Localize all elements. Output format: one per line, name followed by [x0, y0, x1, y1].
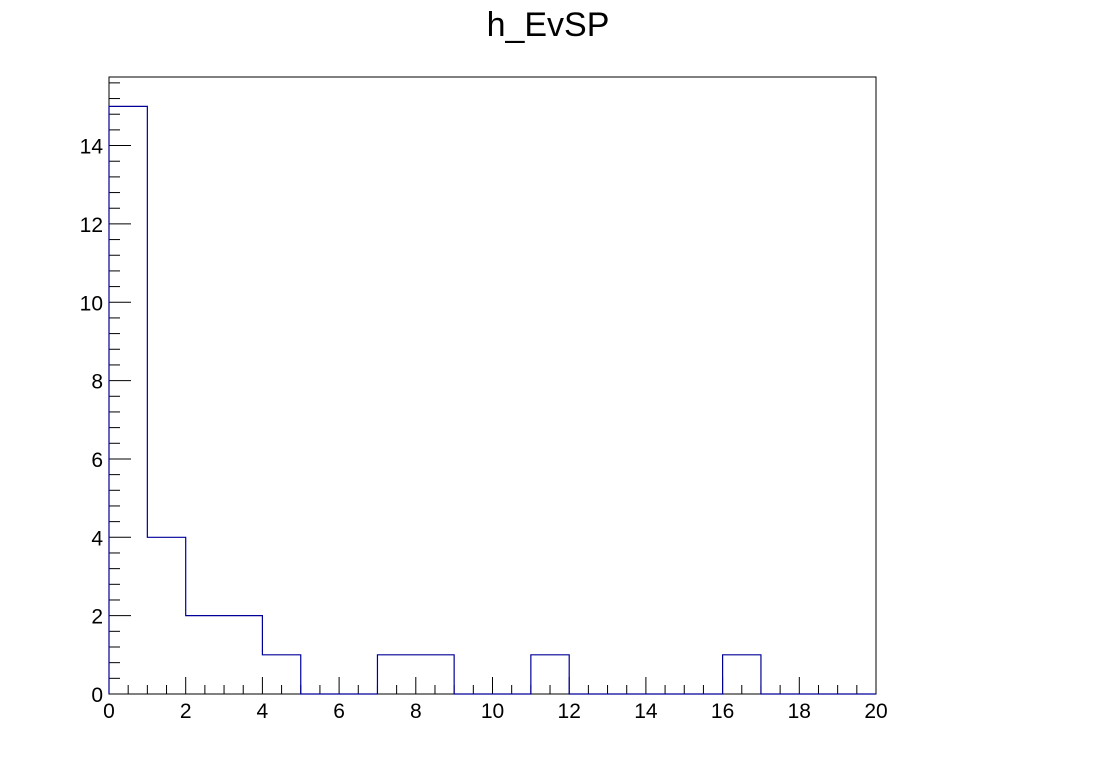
- x-tick-label: 0: [103, 700, 115, 723]
- y-tick-label: 2: [91, 606, 103, 629]
- y-tick-label: 0: [91, 684, 103, 707]
- x-tick-label: 20: [864, 700, 887, 723]
- x-axis-tick-labels: 0 2 4 6 8 10 12 14 16 18 20: [103, 700, 888, 723]
- histogram-step-line: [108, 105, 876, 695]
- y-tick-label: 12: [80, 214, 103, 237]
- y-tick-label: 14: [80, 136, 104, 159]
- x-tick-label: 2: [180, 700, 192, 723]
- y-axis-tick-labels: 0 2 4 6 8 10 12 14: [80, 136, 104, 707]
- y-tick-label: 4: [91, 527, 103, 550]
- y-axis-ticks: [109, 82, 131, 695]
- chart-title: h_EvSP: [486, 6, 610, 44]
- histogram-bin: [186, 616, 224, 694]
- histogram-bin: [109, 106, 147, 694]
- x-tick-label: 18: [788, 700, 811, 723]
- x-tick-label: 8: [410, 700, 422, 723]
- y-tick-label: 10: [80, 292, 103, 315]
- histogram-bin: [224, 616, 262, 694]
- x-tick-label: 10: [481, 700, 504, 723]
- x-tick-label: 16: [711, 700, 734, 723]
- y-tick-label: 6: [91, 449, 103, 472]
- x-tick-label: 14: [634, 700, 658, 723]
- x-tick-label: 6: [333, 700, 345, 723]
- x-tick-label: 12: [558, 700, 581, 723]
- x-tick-label: 4: [257, 700, 269, 723]
- plot-frame: [108, 76, 877, 695]
- histogram-bin: [147, 537, 185, 694]
- y-tick-label: 8: [91, 371, 103, 394]
